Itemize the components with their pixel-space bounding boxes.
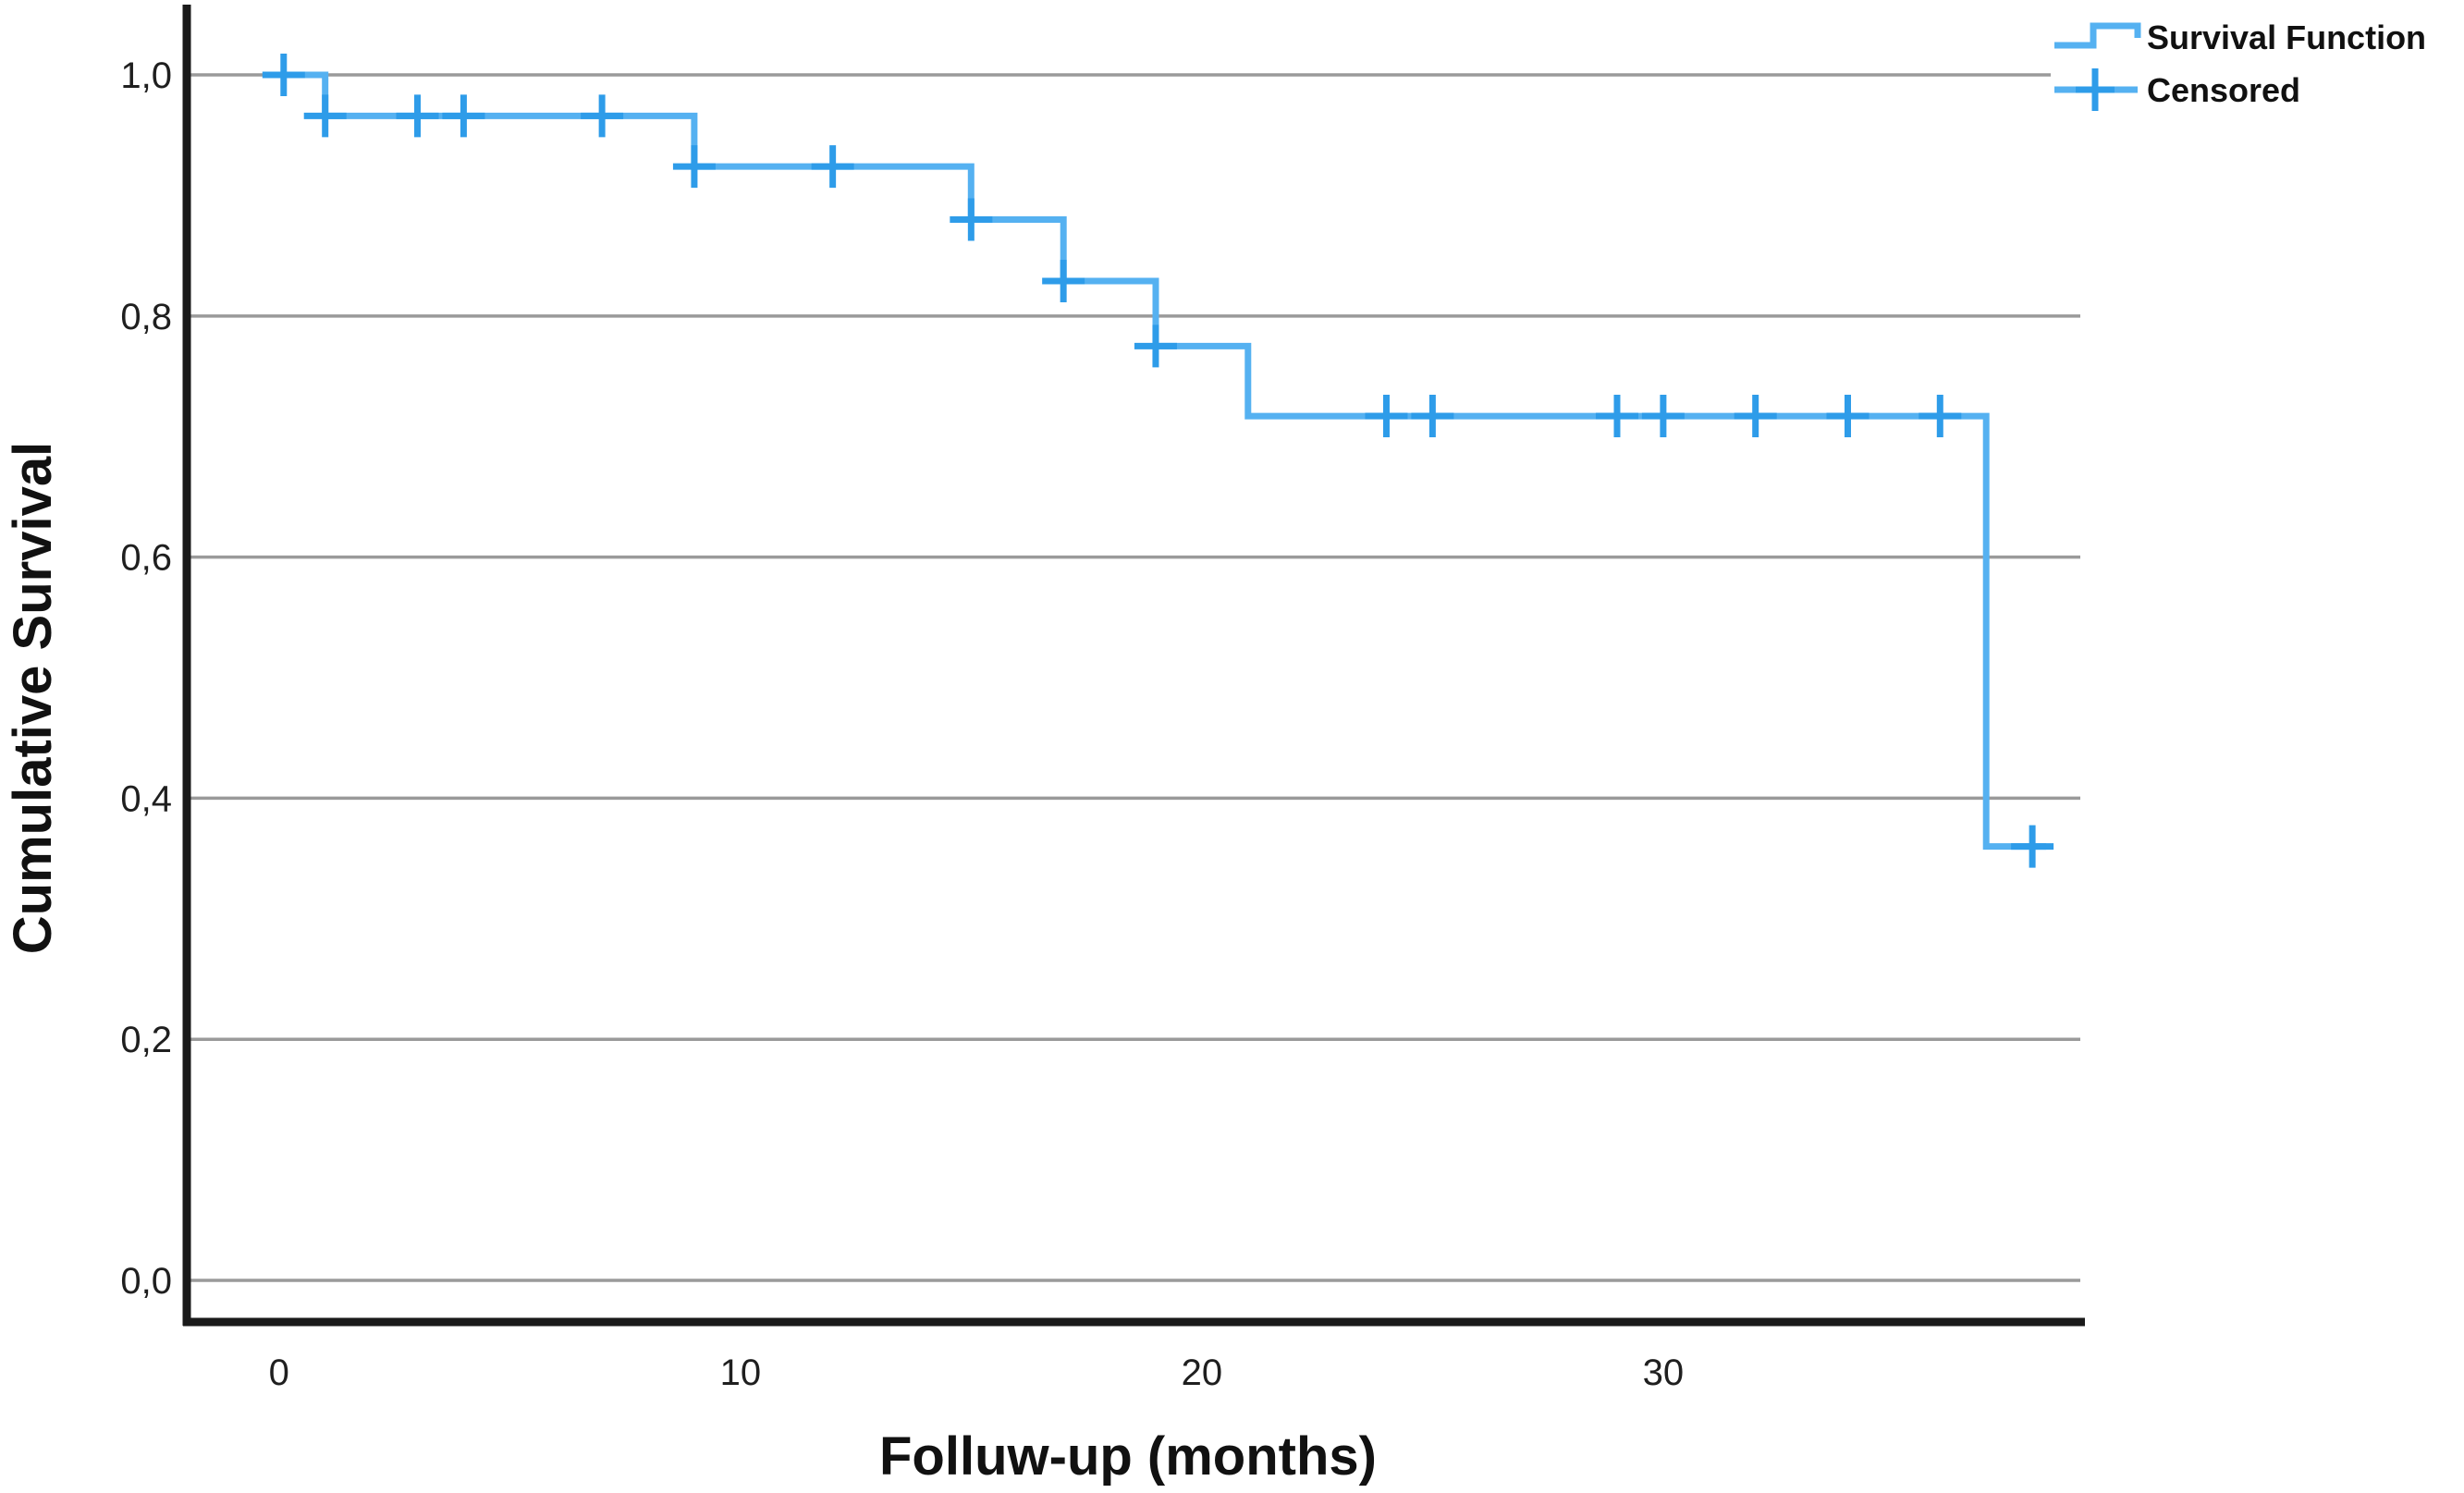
x-tick-label: 0: [269, 1352, 289, 1393]
censor-mark: [1595, 395, 1638, 438]
censor-mark: [581, 94, 624, 138]
y-tick-label: 0,4: [120, 778, 172, 819]
gridlines: [187, 73, 2080, 1282]
legend-survival-step-icon: [2054, 22, 2141, 49]
legend-censored-label: Censored: [2147, 71, 2300, 109]
censor-mark: [1641, 395, 1685, 438]
censor-mark: [303, 94, 347, 138]
censor-marks-layer: [262, 54, 2054, 868]
censor-mark: [1411, 395, 1454, 438]
censor-mark: [1734, 395, 1777, 438]
legend-censored-icon: [2054, 68, 2138, 111]
censor-mark: [2011, 825, 2054, 868]
censor-mark: [442, 94, 485, 138]
y-tick-label: 0,2: [120, 1020, 172, 1060]
censor-mark: [672, 145, 716, 189]
y-tick-label: 1,0: [120, 55, 172, 96]
x-tick-labels: 0 10 20 30: [269, 1352, 1684, 1393]
y-tick-labels: 1,0 0,8 0,6 0,4 0,2 0,0: [120, 55, 172, 1302]
censor-mark: [811, 145, 854, 189]
censor-mark: [396, 94, 439, 138]
censor-mark: [262, 54, 305, 97]
x-tick-label: 30: [1643, 1352, 1685, 1393]
censor-mark: [1042, 260, 1085, 303]
x-tick-label: 10: [720, 1352, 762, 1393]
legend: Survival Function Censored: [2051, 7, 2464, 124]
survival-curve-line: [278, 71, 2047, 851]
survival-curve-layer: [278, 71, 2047, 851]
censor-mark: [1826, 395, 1869, 438]
y-tick-label: 0,6: [120, 538, 172, 579]
legend-survival-label: Survival Function: [2147, 18, 2426, 56]
y-axis-title: Cumulative Survival: [3, 442, 63, 954]
y-tick-label: 0,0: [120, 1261, 172, 1302]
y-tick-label: 0,8: [120, 297, 172, 337]
x-tick-label: 20: [1182, 1352, 1223, 1393]
censor-mark: [950, 198, 993, 241]
censor-mark: [1918, 395, 1962, 438]
x-axis-title: Folluw-up (months): [879, 1426, 1377, 1487]
censor-mark: [1365, 395, 1408, 438]
censor-mark: [1134, 324, 1177, 368]
